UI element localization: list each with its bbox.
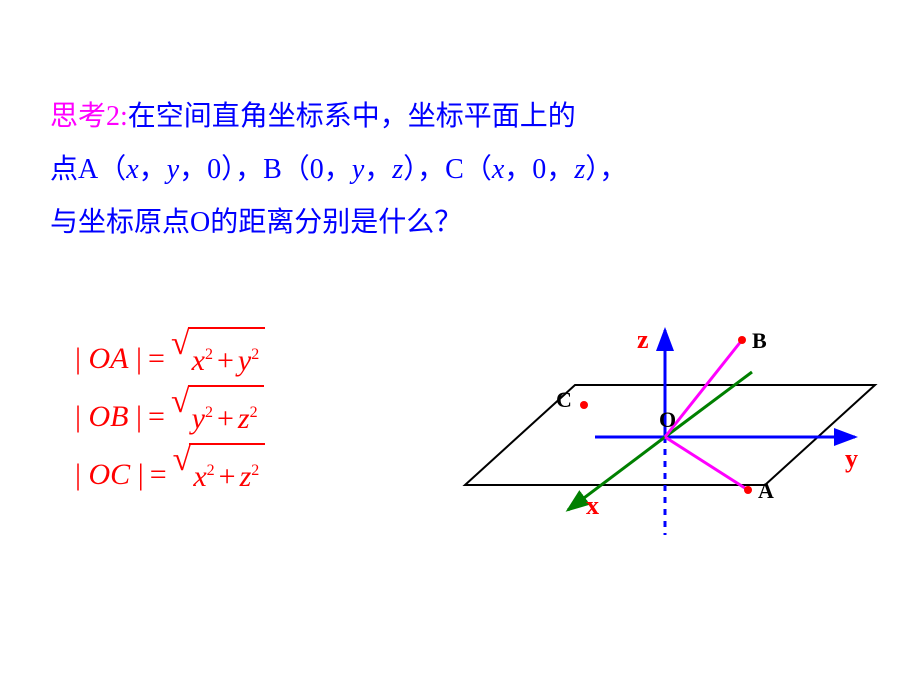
svg-text:B: B xyxy=(752,328,767,353)
equations-block: | OA | = √x2+y2 | OB | = √y2+z2 | OC | =… xyxy=(75,330,265,504)
heading-label: 思考2: xyxy=(50,101,128,132)
coordinate-diagram: z y x O A B C xyxy=(430,310,890,570)
eq-ob-v2: z xyxy=(238,402,250,435)
equation-ob: | OB | = √y2+z2 xyxy=(75,388,265,446)
svg-text:x: x xyxy=(586,491,599,520)
equation-oa: | OA | = √x2+y2 xyxy=(75,330,265,388)
var-z2: z xyxy=(574,154,585,185)
line2-e: ），C（ xyxy=(403,154,492,185)
question-text: 思考2:在空间直角坐标系中，坐标平面上的 点A（x，y，0），B（0，y，z），… xyxy=(50,90,870,250)
var-y1: y xyxy=(167,154,179,185)
line2-d: ， xyxy=(364,154,392,185)
var-x1: x xyxy=(126,154,138,185)
line2-c: ，0），B（0， xyxy=(179,154,352,185)
svg-text:O: O xyxy=(659,407,676,432)
line1: 在空间直角坐标系中，坐标平面上的 xyxy=(128,101,576,132)
svg-text:C: C xyxy=(556,387,572,412)
line2-b: ， xyxy=(139,154,167,185)
equation-oc: | OC | = √x2+z2 xyxy=(75,446,265,504)
eq-ob-lhs: OB xyxy=(89,387,129,447)
var-y2: y xyxy=(352,154,364,185)
svg-text:y: y xyxy=(845,444,858,473)
var-z1: z xyxy=(392,154,403,185)
eq-oa-v1: x xyxy=(192,344,205,377)
eq-oa-lhs: OA xyxy=(89,329,129,389)
line3: 与坐标原点O的距离分别是什么？ xyxy=(50,207,462,238)
line2-f: ，0， xyxy=(504,154,574,185)
eq-oc-v1: x xyxy=(193,460,206,493)
line2-a: 点A（ xyxy=(50,154,126,185)
eq-oc-v2: z xyxy=(240,460,252,493)
svg-text:z: z xyxy=(637,325,649,354)
eq-oa-v2: y xyxy=(238,344,251,377)
var-x2: x xyxy=(492,154,504,185)
line2-g: ）， xyxy=(585,154,627,185)
eq-oc-lhs: OC xyxy=(89,445,131,505)
svg-text:A: A xyxy=(758,478,774,503)
eq-ob-v1: y xyxy=(192,402,205,435)
